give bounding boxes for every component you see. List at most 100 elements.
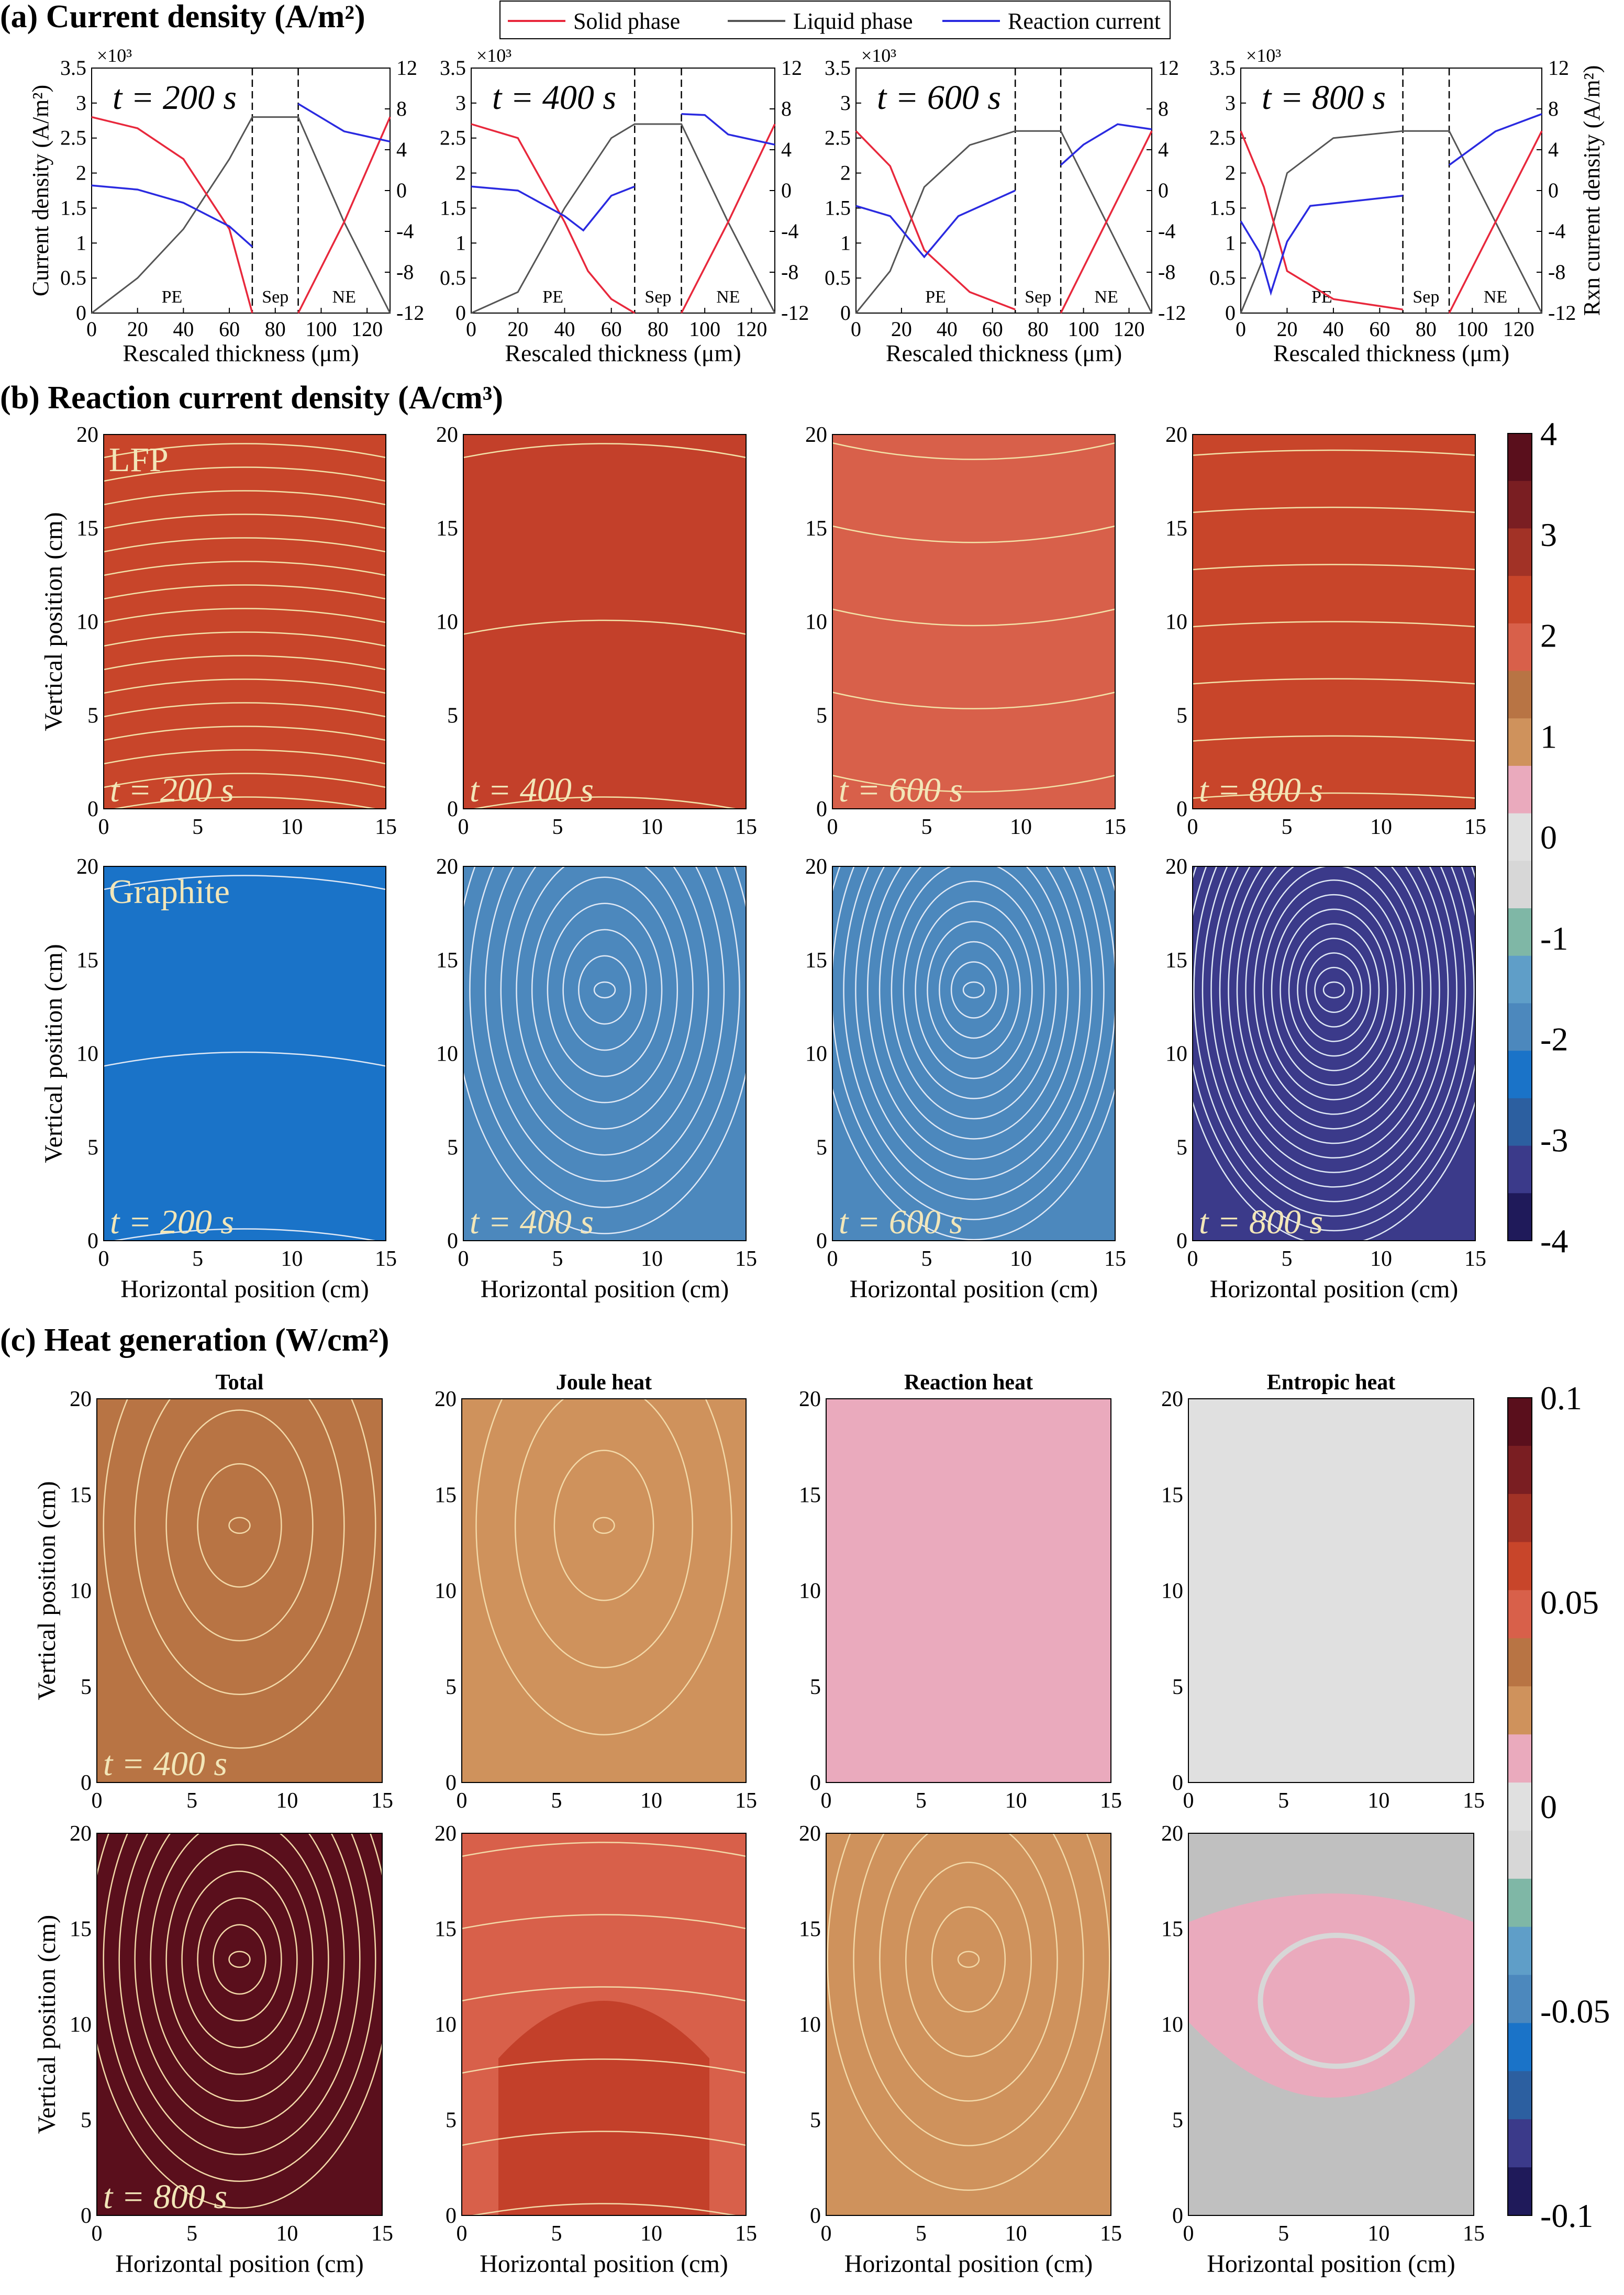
plot-frame	[103, 866, 386, 1241]
x-tick-label: 0	[98, 815, 109, 839]
electrode-label: Graphite	[109, 873, 230, 911]
heat-region	[498, 2001, 709, 2215]
y-tick-label: 5	[1176, 704, 1187, 728]
colorbar-band	[1508, 718, 1532, 766]
y-tick-label: 5	[446, 2109, 457, 2133]
y-tick-label-right: -12	[396, 301, 424, 325]
colorbar-tick-label: 1	[1540, 718, 1557, 755]
contour	[134, 1399, 345, 1695]
left-multiplier: ×10³	[476, 45, 511, 66]
y-tick-label-left: 1.5	[1209, 196, 1236, 219]
heat-heatmap-total-2: 0 5 10 15 0 5 10 15 20 t = 800 s Horizontal positi…	[33, 1822, 393, 2278]
y-tick-label-left: 0	[1225, 301, 1236, 325]
x-tick-label: 100	[1456, 317, 1488, 341]
colorbar-band	[1508, 1051, 1532, 1099]
y-tick-label-left: 2.5	[440, 126, 466, 150]
electrode-label: LFP	[109, 441, 169, 479]
time-label: t = 400 s	[103, 1745, 227, 1783]
reaction-current-line-pe	[855, 190, 1016, 259]
legend-label-reaction: Reaction current	[1008, 8, 1161, 34]
section-a-title: (a) Current density (A/m²)	[0, 0, 365, 35]
heatmap-field	[463, 866, 746, 1241]
y-tick-label: 5	[81, 2109, 92, 2133]
y-tick-label: 20	[70, 1822, 92, 1846]
contour	[228, 1951, 251, 1968]
x-tick-label: 15	[1100, 1789, 1122, 1813]
heatmap-field	[463, 435, 746, 809]
contour	[867, 866, 1081, 1160]
y-tick-label-right: 0	[396, 179, 407, 202]
y-tick-label-right: 8	[781, 97, 792, 120]
colorbar-band	[1508, 1398, 1532, 1446]
contour	[165, 1409, 314, 1642]
contour	[475, 1399, 732, 1735]
x-tick-label: 0	[1187, 1247, 1198, 1271]
region-label-pe: PE	[162, 287, 183, 307]
y-tick-label: 10	[76, 1042, 98, 1066]
colorbar-band	[1508, 2071, 1532, 2120]
y-tick-label-left: 3	[76, 91, 86, 115]
y-tick-label: 0	[446, 1771, 457, 1795]
y-axis-label: Vertical position (cm)	[33, 1915, 61, 2134]
colorbar-band	[1508, 813, 1532, 862]
y-tick-label: 5	[816, 1135, 827, 1160]
y-tick-label: 0	[81, 1771, 92, 1795]
colorbar-tick-label: -2	[1540, 1021, 1568, 1058]
colorbar-tick-label: 0.05	[1540, 1584, 1599, 1621]
y-tick-label: 0	[1172, 2204, 1183, 2228]
contour	[97, 1833, 382, 2209]
x-tick-label: 5	[552, 1247, 563, 1271]
y-tick-label: 5	[1172, 1675, 1183, 1699]
y-tick-label-right: 12	[396, 56, 417, 80]
region-label-ne: NE	[332, 287, 356, 307]
y-tick-label-right: 0	[1548, 179, 1559, 202]
heat-heatmap-joule-heat-1: 0 5 10 15 0 5 10 15 20 Joule heat	[435, 1371, 757, 1813]
y-tick-label-left: 1	[840, 231, 851, 254]
contour	[827, 1833, 1110, 2191]
contour	[927, 921, 1021, 1059]
y-tick-label-left: 2	[1225, 161, 1236, 185]
colorbar-tick-label: -4	[1540, 1222, 1568, 1260]
colorbar-band	[1508, 1830, 1532, 1879]
colorbar-tick-label: 0	[1540, 819, 1557, 856]
contour-lines	[97, 1833, 382, 2209]
y-tick-label-left: 3	[1225, 91, 1236, 115]
y-tick-label: 15	[805, 517, 827, 541]
y-tick-label: 20	[805, 855, 827, 879]
contour	[104, 584, 386, 600]
reaction-current-line-ne	[1449, 113, 1542, 166]
contour	[832, 692, 1115, 709]
contour	[118, 1833, 361, 2155]
y-tick-label-left: 0.5	[825, 266, 851, 289]
reaction-heatmap-lfp-1: 0 5 10 15 0 5 10 15 20 t = 200 s LFP Vertical posit…	[40, 423, 397, 839]
x-tick-label: 120	[736, 317, 767, 341]
y-tick-label-right: 12	[781, 56, 802, 80]
x-tick-label: 20	[891, 317, 912, 341]
y-tick-label: 15	[799, 1483, 821, 1507]
x-tick-label: 10	[1005, 2222, 1027, 2246]
contour	[832, 608, 1115, 627]
heatmap-field	[97, 1833, 382, 2215]
y-tick-label: 20	[1161, 1822, 1183, 1846]
y-tick-label: 0	[810, 2204, 821, 2228]
contour	[462, 2131, 746, 2146]
heatmap-field	[826, 1399, 1111, 1782]
section-c-title: (c) Heat generation (W/cm²)	[0, 1322, 389, 1358]
contour-lines	[463, 866, 746, 1234]
y-tick-label: 10	[1165, 610, 1187, 634]
y-tick-label: 0	[816, 1229, 827, 1253]
contour	[104, 466, 386, 482]
contour	[1245, 866, 1423, 1130]
y-tick-label: 5	[87, 704, 98, 728]
time-label: t = 400 s	[470, 1203, 594, 1241]
x-tick-label: 15	[1104, 815, 1126, 839]
x-tick-label: 10	[641, 815, 663, 839]
x-tick-label: 15	[1464, 1247, 1486, 1271]
heat-heatmap-joule-heat-2: 0 5 10 15 0 5 10 15 20 Horizontal position (cm)	[435, 1822, 757, 2278]
y-tick-label-left: 3	[840, 91, 851, 115]
x-tick-label: 10	[276, 1789, 298, 1813]
plot-frame	[1240, 68, 1542, 314]
contour	[1253, 866, 1415, 1115]
reaction-heatmap-graphite-4: 0 5 10 15 0 5 10 15 20 t = 800 s Horizontal positi…	[1165, 855, 1486, 1303]
